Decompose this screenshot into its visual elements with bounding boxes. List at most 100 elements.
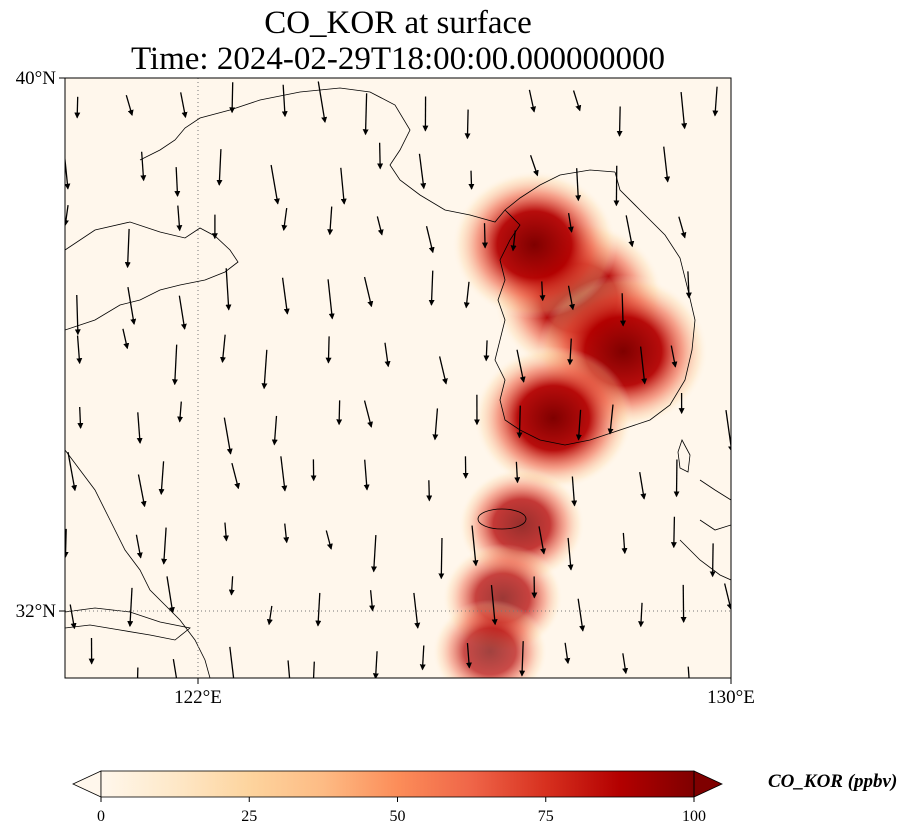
wind-arrow-125 [724, 583, 731, 610]
wind-arrow-65 [516, 349, 526, 383]
wind-arrow-28 [65, 205, 69, 227]
wind-arrow-26 [663, 146, 671, 183]
plume-blob-3 [473, 346, 633, 490]
wind-arrow-10 [572, 90, 582, 112]
wind-arrow-60 [261, 349, 268, 390]
wind-arrow-75 [336, 400, 343, 426]
wind-arrow-108 [567, 537, 574, 571]
map-title-line2: Time: 2024-02-29T18:00:00.000000000 [130, 41, 666, 77]
y-tick-label-40: 40°N [16, 68, 57, 89]
wind-arrow-109 [621, 532, 628, 555]
wind-arrow-63 [438, 356, 448, 385]
wind-arrow-94 [571, 476, 578, 507]
wind-arrow-23 [529, 155, 539, 177]
coastline-china-north [65, 221, 239, 331]
colorbar-tick-label-3: 75 [538, 808, 554, 825]
wind-arrow-62 [384, 342, 391, 368]
wind-arrow-51 [539, 281, 546, 302]
wind-arrow-100 [161, 527, 168, 565]
wind-arrow-42 [74, 294, 81, 336]
wind-arrow-98 [65, 528, 69, 558]
wind-arrow-41 [733, 219, 737, 259]
wind-arrow-12 [680, 91, 688, 130]
colorbar-extend-min [72, 770, 102, 798]
coastline-china-east [65, 449, 211, 678]
colorbar: 0 25 50 75 100 CO_KOR (ppbv) [72, 770, 897, 825]
wind-arrow-49 [428, 270, 435, 306]
wind-arrow-35 [425, 226, 435, 254]
wind-arrow-138 [687, 666, 690, 678]
wind-arrow-45 [225, 268, 232, 311]
wind-arrow-34 [376, 216, 384, 236]
wind-arrow-88 [280, 456, 288, 492]
wind-arrow-47 [327, 279, 335, 320]
wind-arrow-13 [712, 86, 719, 117]
co-concentration-field [432, 170, 709, 678]
wind-arrow-66 [567, 338, 574, 366]
wind-arrow-99 [135, 534, 143, 559]
wind-arrow-134 [465, 642, 472, 669]
wind-arrow-73 [223, 417, 233, 455]
wind-arrow-19 [340, 167, 347, 205]
coastlines [65, 87, 731, 678]
tsushima-island [677, 438, 691, 473]
wind-arrow-24 [575, 168, 582, 202]
japan-coast-southwest [679, 519, 731, 581]
wind-arrow-87 [231, 462, 241, 490]
wind-arrow-113 [127, 587, 134, 628]
wind-arrow-107 [538, 526, 546, 555]
wind-arrow-57 [122, 328, 130, 350]
colorbar-tick-label-1: 25 [241, 808, 257, 825]
wind-arrow-37 [510, 230, 517, 252]
wind-arrow-0 [74, 96, 81, 119]
wind-arrow-102 [283, 523, 290, 544]
coastline-korea-west [494, 171, 696, 446]
coastline-liaodong [139, 87, 616, 223]
wind-arrow-122 [577, 598, 586, 632]
wind-arrow-40 [678, 216, 687, 239]
wind-arrow-29 [124, 228, 131, 269]
wind-arrow-80 [575, 409, 582, 441]
wind-arrow-81 [607, 404, 614, 435]
wind-arrow-54 [685, 271, 692, 299]
wind-arrow-6 [362, 93, 369, 136]
x-tick-label-130: 130°E [707, 687, 755, 708]
wind-arrow-38 [567, 213, 574, 233]
colorbar-tick-label-0: 0 [97, 808, 105, 825]
colorbar-tick-label-2: 50 [390, 808, 406, 825]
wind-arrow-8 [464, 109, 471, 140]
wind-arrow-95 [639, 472, 647, 500]
map-frame [64, 77, 732, 679]
wind-arrow-135 [519, 641, 526, 677]
wind-arrow-118 [369, 590, 376, 612]
wind-arrow-32 [281, 208, 288, 232]
wind-arrow-48 [363, 276, 374, 308]
gridlines [65, 78, 731, 678]
wind-arrow-2 [180, 92, 188, 119]
plume-blob-2 [452, 170, 617, 319]
wind-arrow-86 [158, 461, 165, 496]
wind-arrow-43 [127, 286, 137, 325]
wind-arrow-136 [564, 642, 571, 665]
plume-blob-6 [432, 599, 548, 678]
wind-arrow-55 [738, 283, 739, 303]
wind-arrow-52 [567, 285, 575, 311]
wind-arrow-111 [709, 543, 716, 578]
wind-arrow-131 [312, 661, 315, 678]
wind-arrow-21 [418, 153, 427, 190]
wind-arrow-50 [463, 281, 470, 309]
coastline-japan-kyushu [699, 479, 731, 501]
wind-arrow-128 [172, 659, 178, 678]
wind-arrow-91 [426, 480, 433, 502]
wind-arrow-5 [317, 81, 328, 124]
wind-arrow-76 [363, 400, 373, 428]
wind-arrow-104 [371, 534, 377, 573]
wind-arrow-61 [325, 336, 332, 364]
colorbar-extend-max [693, 770, 723, 798]
wind-arrow-97 [730, 465, 731, 466]
wind-arrow-4 [281, 84, 288, 118]
wind-arrow-74 [271, 415, 278, 446]
wind-arrow-129 [229, 646, 235, 678]
wind-arrow-30 [176, 205, 183, 232]
